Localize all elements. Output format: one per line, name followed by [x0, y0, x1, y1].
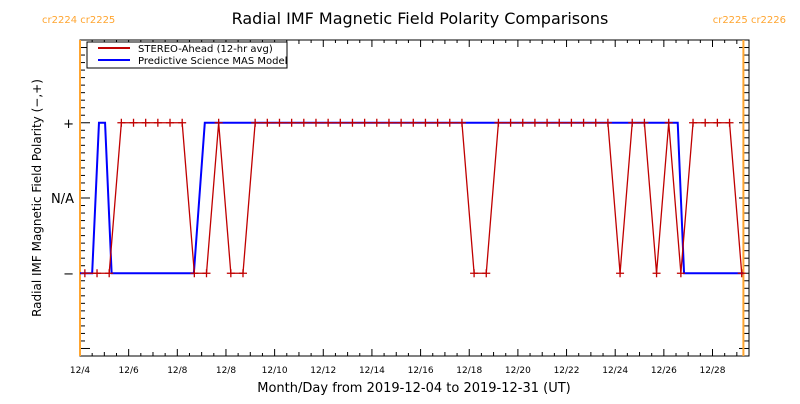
- stereo-ahead-point: [153, 118, 162, 127]
- stereo-ahead-point: [372, 118, 381, 127]
- stereo-ahead-point: [360, 118, 369, 127]
- stereo-ahead-point: [652, 269, 661, 278]
- stereo-ahead-point: [141, 118, 150, 127]
- x-tick-label: 12/8: [216, 366, 236, 376]
- stereo-ahead-point: [166, 118, 175, 127]
- stereo-ahead-point: [348, 118, 357, 127]
- x-tick-label: 12/10: [262, 366, 288, 376]
- stereo-ahead-point: [445, 118, 454, 127]
- y-axis-label: Radial IMF Magnetic Field Polarity (−,+): [30, 79, 44, 317]
- y-tick-label: −: [63, 267, 74, 282]
- stereo-ahead-point: [202, 269, 211, 278]
- x-axis-label: Month/Day from 2019-12-04 to 2019-12-31 …: [257, 381, 570, 396]
- stereo-ahead-point: [457, 118, 466, 127]
- x-tick-label: 12/6: [119, 366, 139, 376]
- stereo-ahead-point: [603, 118, 612, 127]
- stereo-ahead-point: [433, 118, 442, 127]
- stereo-ahead-point: [579, 118, 588, 127]
- x-tick-label: 12/24: [602, 366, 628, 376]
- stereo-ahead-point: [555, 118, 564, 127]
- stereo-ahead-point: [725, 118, 734, 127]
- stereo-ahead-point: [640, 118, 649, 127]
- stereo-ahead-point: [226, 269, 235, 278]
- stereo-ahead-point: [336, 118, 345, 127]
- stereo-ahead-point: [530, 118, 539, 127]
- x-tick-label: 12/26: [651, 366, 677, 376]
- stereo-ahead-point: [591, 118, 600, 127]
- x-tick-label: 12/12: [310, 366, 336, 376]
- mas-model-line: [80, 121, 744, 275]
- legend-label-mas: Predictive Science MAS Model: [138, 56, 287, 67]
- x-tick-label: 12/14: [359, 366, 385, 376]
- carrington-rotation-label: cr2224 cr2225: [42, 15, 115, 26]
- x-tick-label: 12/28: [700, 366, 726, 376]
- stereo-ahead-point: [409, 118, 418, 127]
- x-tick-label: 12/4: [70, 366, 90, 376]
- stereo-ahead-point: [129, 118, 138, 127]
- stereo-ahead-point: [616, 269, 625, 278]
- stereo-ahead-point: [275, 118, 284, 127]
- stereo-ahead-point: [251, 118, 260, 127]
- stereo-ahead-point: [287, 118, 296, 127]
- x-tick-label: 12/16: [408, 366, 434, 376]
- plot-frame: [79, 39, 750, 357]
- stereo-ahead-point: [93, 269, 102, 278]
- y-tick-label: N/A: [51, 192, 74, 207]
- x-tick-label: 12/18: [456, 366, 482, 376]
- stereo-ahead-point: [238, 269, 247, 278]
- stereo-ahead-point: [567, 118, 576, 127]
- stereo-ahead-point: [421, 118, 430, 127]
- legend: STEREO-Ahead (12-hr avg) Predictive Scie…: [86, 41, 288, 69]
- stereo-ahead-point: [543, 118, 552, 127]
- stereo-ahead-point: [117, 118, 126, 127]
- legend-label-stereo: STEREO-Ahead (12-hr avg): [138, 44, 273, 55]
- stereo-ahead-point: [713, 118, 722, 127]
- stereo-ahead-line: [84, 122, 743, 274]
- stereo-ahead-point: [676, 269, 685, 278]
- stereo-ahead-point: [628, 118, 637, 127]
- stereo-ahead-point: [105, 269, 114, 278]
- legend-box: [86, 41, 288, 69]
- carrington-rotation-label: cr2225 cr2226: [713, 15, 786, 26]
- stereo-ahead-point: [482, 269, 491, 278]
- stereo-ahead-point: [701, 118, 710, 127]
- stereo-ahead-point: [299, 118, 308, 127]
- stereo-ahead-point: [494, 118, 503, 127]
- stereo-ahead-point: [324, 118, 333, 127]
- chart-title: Radial IMF Magnetic Field Polarity Compa…: [232, 9, 609, 28]
- x-tick-label: 12/22: [554, 366, 580, 376]
- stereo-ahead-point: [470, 269, 479, 278]
- stereo-ahead-point: [518, 118, 527, 127]
- stereo-ahead-point: [506, 118, 515, 127]
- x-tick-label: 12/20: [505, 366, 531, 376]
- stereo-ahead-point: [384, 118, 393, 127]
- stereo-ahead-point: [311, 118, 320, 127]
- stereo-ahead-point: [214, 118, 223, 127]
- stereo-ahead-point: [263, 118, 272, 127]
- y-tick-label: +: [63, 117, 74, 132]
- stereo-ahead-point: [190, 269, 199, 278]
- stereo-ahead-point: [737, 269, 746, 278]
- stereo-ahead-point: [80, 269, 89, 278]
- x-tick-label: 12/8: [167, 366, 187, 376]
- stereo-ahead-point: [178, 118, 187, 127]
- stereo-ahead-point: [689, 118, 698, 127]
- stereo-ahead-point: [664, 118, 673, 127]
- stereo-ahead-point: [397, 118, 406, 127]
